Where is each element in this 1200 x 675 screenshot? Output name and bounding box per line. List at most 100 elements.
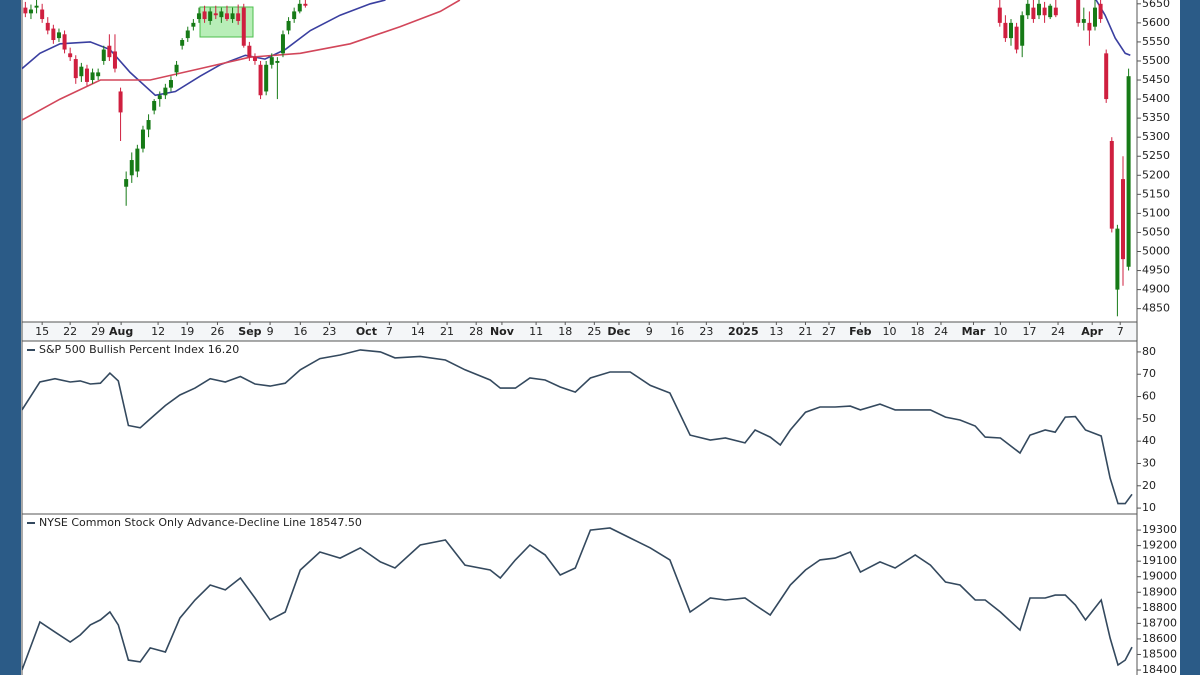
data-line — [22, 527, 1133, 671]
x-tick-label: 2025 — [728, 325, 759, 338]
x-tick-label: 23 — [322, 325, 336, 338]
y-tick-label: 18400 — [1142, 663, 1177, 675]
y-tick-label: 18800 — [1142, 601, 1177, 614]
x-tick-label: 10 — [882, 325, 896, 338]
candle-body — [196, 13, 201, 20]
x-tick-label: 10 — [993, 325, 1007, 338]
candle-body — [292, 11, 297, 20]
candle-body — [264, 64, 269, 92]
x-tick-label: 9 — [267, 325, 274, 338]
candle-body — [1003, 22, 1008, 39]
x-tick-label: 23 — [699, 325, 713, 338]
candle-body — [152, 100, 157, 111]
y-tick-label: 18700 — [1142, 616, 1177, 629]
y-tick-label: 18500 — [1142, 647, 1177, 660]
y-tick-label: 19000 — [1142, 570, 1177, 583]
candle-body — [140, 129, 145, 149]
candle-body — [1036, 3, 1041, 16]
candle-body — [258, 64, 263, 96]
candle-body — [174, 64, 179, 73]
y-tick-label: 5400 — [1142, 92, 1170, 105]
y-tick-label: 5000 — [1142, 245, 1170, 258]
y-tick-label: 5450 — [1142, 73, 1170, 86]
candle-body — [101, 49, 106, 61]
candle-body — [1126, 76, 1131, 267]
candle-body — [157, 95, 162, 100]
y-tick-label: 5200 — [1142, 168, 1170, 181]
y-tick-label: 4950 — [1142, 264, 1170, 277]
y-tick-label: 20 — [1142, 479, 1156, 492]
candle-body — [280, 34, 285, 54]
candle-body — [1020, 15, 1025, 46]
y-tick-label: 5650 — [1142, 0, 1170, 10]
candle-body — [1087, 22, 1092, 31]
candle-body — [124, 179, 129, 187]
candle-body — [1031, 7, 1036, 20]
data-line — [22, 349, 1133, 505]
x-tick-label: 17 — [1022, 325, 1036, 338]
candle-body — [40, 9, 45, 20]
y-tick-label: 5250 — [1142, 149, 1170, 162]
candle-body — [1092, 7, 1097, 27]
y-tick-label: 30 — [1142, 456, 1156, 469]
candle-body — [107, 45, 112, 58]
x-tick-label: 12 — [151, 325, 165, 338]
candle-body — [269, 57, 274, 65]
x-tick-label: 9 — [646, 325, 653, 338]
candle-body — [23, 7, 28, 14]
candle-body — [1076, 0, 1081, 23]
x-tick-label: 16 — [670, 325, 684, 338]
plot-area — [22, 0, 1131, 317]
candle-body — [62, 34, 67, 50]
y-tick-label: 4900 — [1142, 283, 1170, 296]
candle-body — [202, 11, 207, 20]
y-tick-label: 80 — [1142, 345, 1156, 358]
candle-body — [163, 87, 168, 96]
x-tick-label: Aug — [109, 325, 133, 338]
y-tick-label: 5150 — [1142, 187, 1170, 200]
data-line — [22, 0, 461, 121]
date-axis-band — [21, 322, 1138, 341]
candle-body — [34, 5, 39, 8]
x-tick-label: 21 — [440, 325, 454, 338]
candle-body — [286, 20, 291, 31]
candle-body — [303, 3, 308, 6]
y-tick-label: 50 — [1142, 412, 1156, 425]
y-tick-label: 5050 — [1142, 225, 1170, 238]
candle-body — [1042, 7, 1047, 16]
panel-title: NYSE Common Stock Only Advance-Decline L… — [39, 516, 362, 529]
x-tick-label: 21 — [798, 325, 812, 338]
x-tick-label: 13 — [769, 325, 783, 338]
x-tick-label: 24 — [1051, 325, 1065, 338]
candle-body — [73, 59, 78, 79]
plot-area — [22, 349, 1133, 505]
y-tick-label: 19300 — [1142, 523, 1177, 536]
candle-body — [1098, 3, 1103, 20]
x-tick-label: 27 — [822, 325, 836, 338]
x-tick-label: 25 — [587, 325, 601, 338]
candle-body — [1081, 19, 1086, 23]
y-tick-label: 5300 — [1142, 130, 1170, 143]
candle-body — [45, 22, 50, 31]
candle-body — [219, 11, 224, 18]
candle-body — [241, 7, 246, 46]
candle-body — [236, 13, 241, 21]
candle-body — [68, 53, 73, 58]
candle-body — [135, 148, 140, 172]
x-tick-label: 26 — [210, 325, 224, 338]
y-tick-label: 70 — [1142, 367, 1156, 380]
x-tick-label: 11 — [529, 325, 543, 338]
panel-title: S&P 500 Bullish Percent Index 16.20 — [39, 343, 239, 356]
x-tick-label: 29 — [91, 325, 105, 338]
x-tick-label: 7 — [386, 325, 393, 338]
candle-body — [168, 80, 173, 88]
candle-body — [1120, 179, 1125, 260]
candle-body — [51, 28, 56, 41]
candle-body — [79, 66, 84, 77]
y-tick-label: 4850 — [1142, 302, 1170, 315]
x-tick-label: Mar — [962, 325, 986, 338]
y-tick-label: 60 — [1142, 390, 1156, 403]
candle-body — [180, 40, 185, 46]
